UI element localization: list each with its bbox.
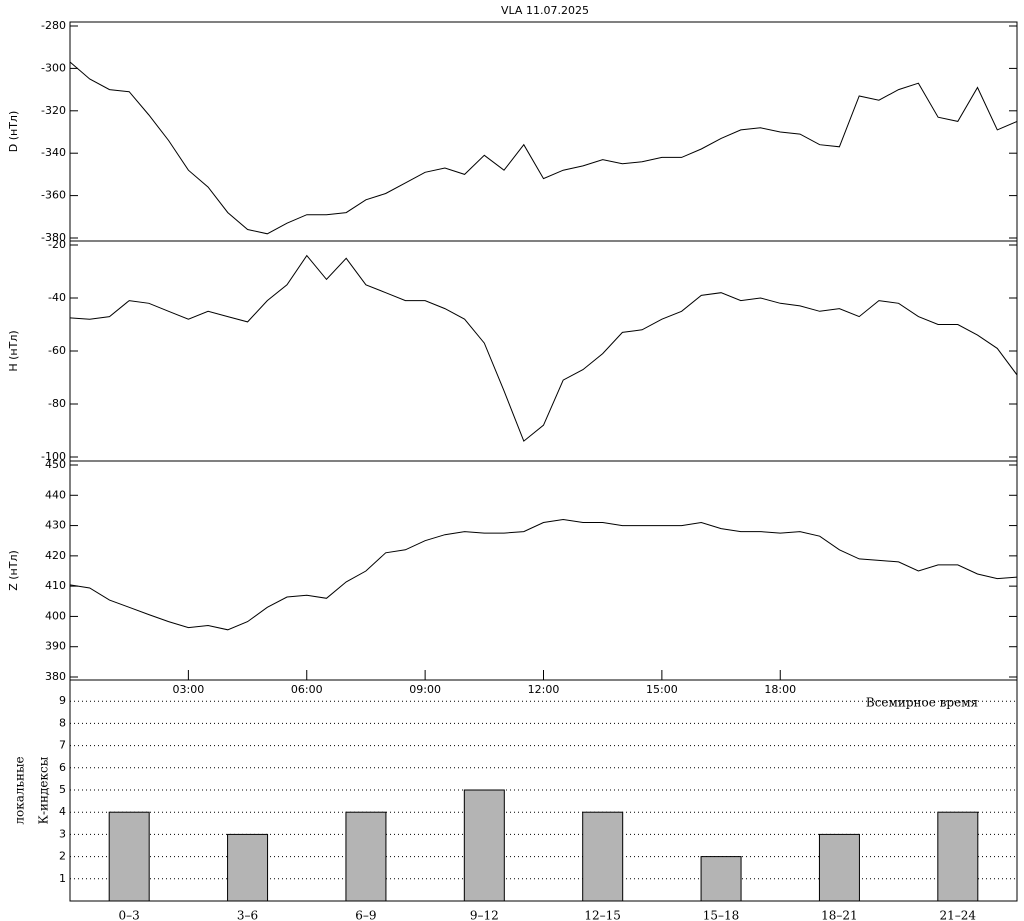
y-axis-label: H (нТл) xyxy=(7,330,20,371)
x-tick-label: 12:00 xyxy=(528,683,560,696)
data-line xyxy=(69,254,1018,442)
x-tick-label: 3–6 xyxy=(237,909,258,921)
y-tick-label: 380 xyxy=(45,670,66,683)
y-tick-label: -60 xyxy=(48,344,66,357)
bar xyxy=(227,833,269,902)
x-tick-label: 15–18 xyxy=(703,909,740,921)
x-tick-label: 18–21 xyxy=(821,909,858,921)
y-tick-label: 8 xyxy=(59,716,66,729)
y-tick-label: 410 xyxy=(45,579,66,592)
y-tick-label: -320 xyxy=(41,104,66,117)
y-tick-label: 430 xyxy=(45,519,66,532)
data-line xyxy=(69,61,1018,235)
x-tick-label: 03:00 xyxy=(173,683,205,696)
y-tick-label: -300 xyxy=(41,61,66,74)
x-tick-label: 06:00 xyxy=(291,683,323,696)
x-tick-label: 12–15 xyxy=(584,909,621,921)
y-tick-label: 440 xyxy=(45,488,66,501)
x-tick-label: 9–12 xyxy=(470,909,499,921)
y-tick-label: 7 xyxy=(59,739,66,752)
y-axis-label: Z (нТл) xyxy=(7,550,20,591)
y-tick-label: 400 xyxy=(45,609,66,622)
y-tick-label: 420 xyxy=(45,549,66,562)
x-tick-label: 21–24 xyxy=(940,909,977,921)
bar xyxy=(463,789,505,902)
x-tick-label: 0–3 xyxy=(119,909,140,921)
y-tick-label: -40 xyxy=(48,291,66,304)
y-tick-label: -20 xyxy=(48,238,66,251)
y-tick-label: -340 xyxy=(41,146,66,159)
y-axis-label: К-индексы xyxy=(37,756,51,824)
y-tick-label: 2 xyxy=(59,850,66,863)
y-tick-label: -280 xyxy=(41,19,66,32)
x-tick-label: 15:00 xyxy=(646,683,678,696)
y-tick-label: -380 xyxy=(41,231,66,244)
x-axis-label: Всемирное время xyxy=(866,696,978,710)
y-tick-label: 6 xyxy=(59,761,66,774)
y-tick-label: 390 xyxy=(45,640,66,653)
bar xyxy=(818,833,860,902)
chart-title: VLA 11.07.2025 xyxy=(501,4,589,17)
panel-frame xyxy=(69,460,1018,681)
panel-frame xyxy=(69,240,1018,462)
bar xyxy=(937,811,979,902)
y-tick-label: 9 xyxy=(59,694,66,707)
bar xyxy=(345,811,387,902)
y-tick-label: 4 xyxy=(59,805,66,818)
y-tick-label: 5 xyxy=(59,783,66,796)
x-tick-label: 09:00 xyxy=(409,683,441,696)
y-tick-label: -80 xyxy=(48,397,66,410)
y-tick-label: 1 xyxy=(59,872,66,885)
bar xyxy=(108,811,150,902)
data-line xyxy=(69,518,1018,631)
bar xyxy=(700,856,742,902)
y-tick-label: 3 xyxy=(59,827,66,840)
y-axis-label: локальные xyxy=(13,756,27,824)
y-tick-label: 450 xyxy=(45,458,66,471)
x-tick-label: 18:00 xyxy=(764,683,796,696)
y-tick-label: -360 xyxy=(41,189,66,202)
y-axis-label: D (нТл) xyxy=(7,111,20,153)
panel-frame xyxy=(69,21,1018,242)
x-tick-label: 6–9 xyxy=(355,909,376,921)
y-tick-label: -100 xyxy=(41,450,66,463)
bar xyxy=(582,811,624,902)
